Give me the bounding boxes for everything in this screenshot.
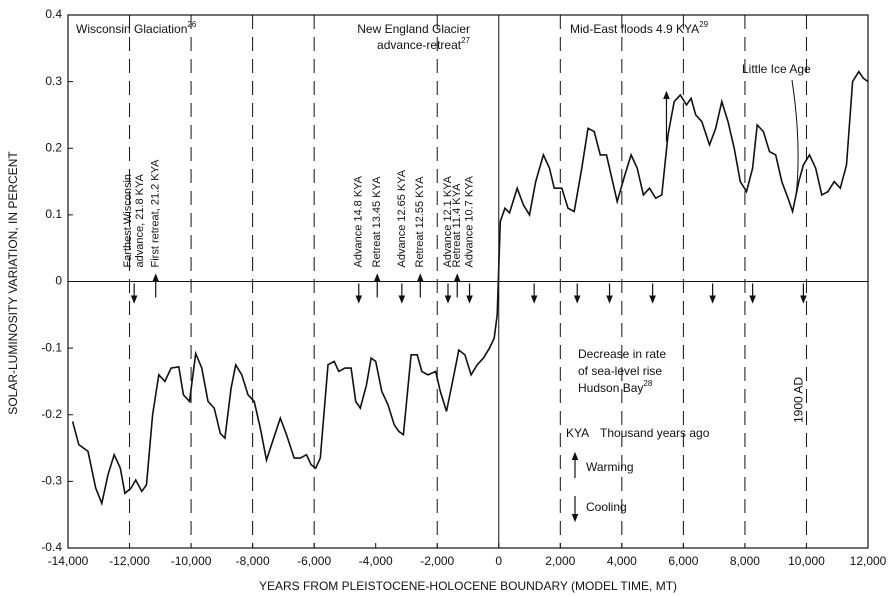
- x-tick-label: -14,000: [48, 554, 89, 568]
- x-tick-label: 0: [495, 554, 502, 568]
- legend-down: Cooling: [586, 500, 627, 514]
- event-label: Advance 10.7 KYA: [463, 175, 475, 267]
- y-tick-label: -0.3: [41, 474, 62, 488]
- little-ice-age-pointer: [791, 79, 799, 197]
- event-label: Retreat 13.45 KYA: [371, 176, 383, 268]
- y-tick-label: -0.2: [41, 407, 62, 421]
- x-axis-title: YEARS FROM PLEISTOCENE-HOLOCENE BOUNDARY…: [259, 579, 677, 593]
- event-label: Advance 12.1 KYA: [442, 175, 454, 267]
- period-label: Mid-East floods 4.9 KYA29: [570, 20, 709, 36]
- period-label-text: Mid-East floods 4.9 KYA: [570, 22, 699, 36]
- event-label: Advance 12.65 KYA: [396, 169, 408, 267]
- event-label: First retreat, 21.2 KYA: [150, 159, 162, 268]
- sea-level-note-ref: 28: [643, 379, 652, 388]
- event-label: Advance 14.8 KYA: [353, 175, 365, 267]
- x-tick-label: 4,000: [607, 554, 637, 568]
- sea-level-note: Decrease in rate: [578, 347, 666, 361]
- event-label: advance, 21.8 KYA: [134, 173, 146, 267]
- event-label: Farthest Wisconsin: [122, 174, 134, 268]
- period-label-text: advance-retreat: [377, 38, 462, 52]
- sea-level-note: Hudson Bay28: [578, 379, 653, 395]
- y-tick-label: -0.1: [41, 340, 62, 354]
- x-tick-label: -4,000: [359, 554, 393, 568]
- year-marker: 1900 AD: [792, 377, 806, 423]
- sea-level-note-text: Hudson Bay: [578, 381, 643, 395]
- x-tick-label: 10,000: [788, 554, 825, 568]
- y-tick-label: 0.2: [45, 140, 62, 154]
- event-label: Retreat 12.55 KYA: [414, 176, 426, 268]
- period-label-ref: 26: [187, 20, 196, 29]
- data-line: [71, 70, 869, 507]
- x-tick-label: -6,000: [297, 554, 331, 568]
- period-label-text: New England Glacier: [357, 22, 470, 36]
- legend-up: Warming: [586, 460, 634, 474]
- x-tick-label: 6,000: [668, 554, 698, 568]
- x-tick-label: 8,000: [730, 554, 760, 568]
- sea-level-note-text: Decrease in rate: [578, 347, 666, 361]
- y-axis-title: SOLAR-LUMINOSITY VARIATION, IN PERCENT: [6, 151, 20, 415]
- x-tick-label: -12,000: [109, 554, 150, 568]
- y-tick-label: -0.4: [41, 540, 62, 554]
- sea-level-note: of sea-level rise: [578, 364, 662, 378]
- little-ice-age: Little Ice Age: [742, 62, 811, 76]
- sea-level-note-text: of sea-level rise: [578, 364, 662, 378]
- y-tick-label: 0: [55, 274, 62, 288]
- y-tick-label: 0.3: [45, 74, 62, 88]
- event-label: Retreat 11.4 KYA: [451, 183, 463, 268]
- period-label: Wisconsin Glaciation26: [76, 20, 197, 36]
- x-tick-label: -2,000: [420, 554, 454, 568]
- legend-abbr: KYA: [566, 426, 589, 440]
- legend-meaning: Thousand years ago: [600, 426, 710, 440]
- x-tick-label: 2,000: [545, 554, 575, 568]
- x-tick-label: -10,000: [171, 554, 212, 568]
- y-tick-label: 0.1: [45, 207, 62, 221]
- period-label: advance-retreat27: [377, 36, 470, 52]
- x-tick-label: -8,000: [236, 554, 270, 568]
- period-label-text: Wisconsin Glaciation: [76, 22, 187, 36]
- period-label-ref: 27: [461, 36, 470, 45]
- x-tick-label: 12,000: [850, 554, 887, 568]
- period-label: New England Glacier: [357, 22, 470, 36]
- period-label-ref: 29: [699, 20, 708, 29]
- y-tick-label: 0.4: [45, 7, 62, 21]
